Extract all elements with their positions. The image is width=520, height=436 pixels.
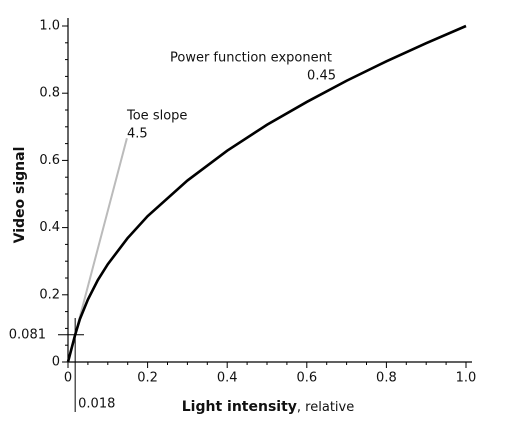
- x-tick-label: 0.2: [137, 371, 158, 386]
- y-tick-label: 1.0: [39, 19, 60, 34]
- y-tick-label: 0: [52, 355, 60, 370]
- annotation: 4.5: [127, 127, 148, 142]
- x-tick-label: 0.8: [376, 371, 397, 386]
- annotation: 0.45: [307, 69, 336, 84]
- y-axis-label: Video signal: [12, 147, 28, 244]
- x-tick-label: 0.4: [217, 371, 238, 386]
- y-tick-label: 0.8: [39, 86, 60, 101]
- x-axis-label: Light intensity, relative: [182, 399, 354, 415]
- line-series: [66, 24, 467, 363]
- y-tick-label: 0.4: [39, 220, 60, 235]
- x-marker-label: 0.018: [78, 397, 115, 412]
- x-axis-label-suffix: , relative: [297, 400, 354, 415]
- x-tick-label: 0.6: [296, 371, 317, 386]
- y-tick-label: 0.2: [39, 287, 60, 302]
- x-tick-label: 0: [64, 371, 72, 386]
- y-tick-label: 0.6: [39, 153, 60, 168]
- x-tick-label: 1.0: [456, 371, 477, 386]
- x-axis-label-main: Light intensity: [182, 399, 297, 415]
- y-marker-label: 0.081: [9, 327, 46, 342]
- annotation: Toe slope: [126, 109, 187, 124]
- annotation: Power function exponent: [170, 51, 332, 66]
